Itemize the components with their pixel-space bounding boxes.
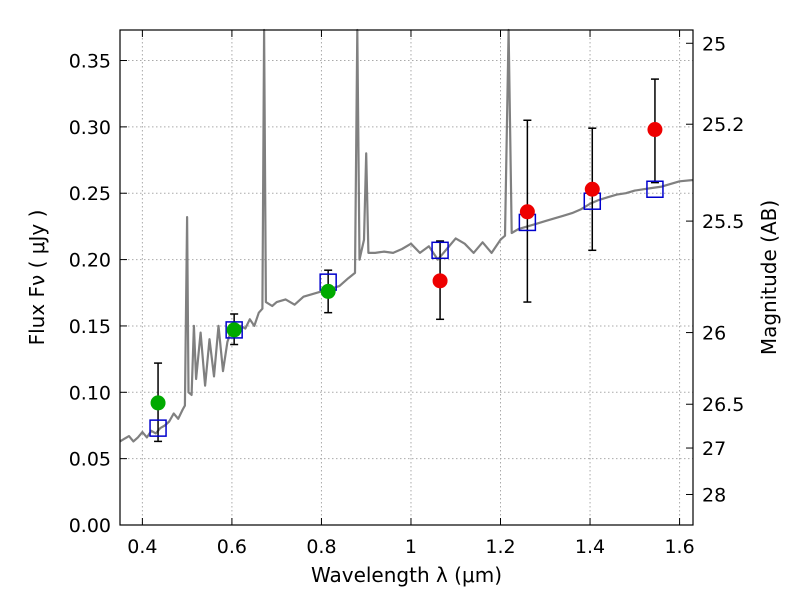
x-tick-label: 1.4: [575, 536, 605, 558]
model-square-marker: [431, 241, 449, 260]
y2-tick-label: 25: [702, 33, 726, 55]
data-point-marker: [432, 273, 448, 289]
y2-tick-label: 25.2: [702, 114, 744, 136]
model-square-marker: [149, 419, 167, 437]
spectrum-layer: [119, 28, 694, 443]
x-tick-label: 1.2: [485, 536, 515, 558]
y-tick-label: 0.30: [69, 117, 111, 139]
y-tick-label: 0.15: [69, 316, 111, 338]
x-tick-label: 0.4: [127, 536, 157, 558]
y-tick-label: 0.10: [69, 382, 111, 404]
data-point-marker: [584, 181, 600, 197]
spectrum-line: [119, 28, 694, 443]
y2-tick-label: 26.5: [702, 394, 744, 416]
y2-tick-label: 25.5: [702, 211, 744, 233]
y-tick-label: 0.25: [69, 183, 111, 205]
marker-layer: [149, 122, 664, 437]
plot-frame: [119, 29, 694, 526]
model-square-marker: [646, 180, 664, 198]
y2-tick-label: 27: [702, 438, 726, 460]
data-point-marker: [647, 122, 663, 138]
y-axis-label: Flux Fν ( μJy ): [25, 210, 49, 346]
y2-tick-label: 26: [702, 323, 726, 345]
x-tick-label: 1.6: [664, 536, 694, 558]
data-point-marker: [320, 283, 336, 299]
y2-axis-label: Magnitude (AB): [757, 200, 781, 355]
data-point-marker: [519, 204, 535, 220]
data-point-marker: [226, 322, 242, 338]
data-point-marker: [150, 395, 166, 411]
y-tick-label: 0.05: [69, 449, 111, 471]
y-tick-label: 0.00: [69, 515, 111, 537]
x-axis-label: Wavelength λ (μm): [311, 563, 502, 587]
x-tick-label: 0.8: [306, 536, 336, 558]
tick-layer: 0.4 0.6 0.8 1 1.2 1.4 1.6 0.00 0.05 0.10 0.15 0.20 0…: [69, 30, 744, 558]
model-square-marker: [225, 321, 243, 339]
y2-tick-label: 28: [702, 484, 726, 506]
x-tick-label: 1: [405, 536, 417, 558]
y-tick-label: 0.20: [69, 250, 111, 272]
y-tick-label: 0.35: [69, 51, 111, 73]
x-tick-label: 0.6: [217, 536, 247, 558]
